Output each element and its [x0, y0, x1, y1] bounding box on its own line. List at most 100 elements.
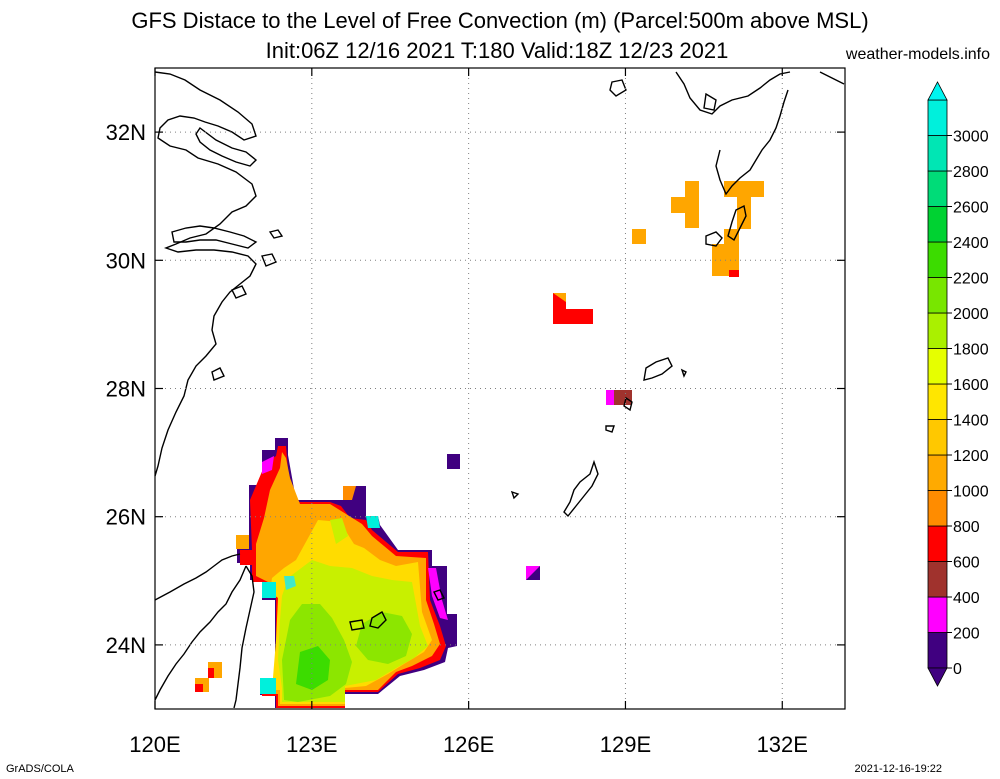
colorbar-label: 400	[953, 590, 980, 607]
southern-convection-area	[237, 438, 457, 708]
colorbar-segment	[927, 490, 948, 527]
island-zhoushan-2	[261, 253, 277, 267]
colorbar-segment	[927, 241, 948, 278]
y-tick-label: 24N	[106, 633, 146, 658]
footer-software: GrADS/COLA	[6, 763, 74, 775]
site-credit: weather-models.info	[845, 46, 990, 63]
cell-orange-g1	[724, 181, 764, 197]
colorbar-label: 1800	[953, 342, 989, 359]
x-tick-label: 126E	[443, 732, 494, 757]
coastlines	[154, 71, 845, 709]
cell-orange-i	[236, 535, 249, 549]
island-okinawa	[563, 459, 599, 518]
colorbar-label: 3000	[953, 129, 989, 146]
footer-timestamp: 2021-12-16-19:22	[854, 763, 942, 775]
island-coast-1	[231, 285, 247, 299]
cell-purple-a	[447, 454, 460, 469]
colorbar-label: 1000	[953, 484, 989, 501]
colorbar-label: 600	[953, 555, 980, 572]
colorbar-label: 2800	[953, 164, 989, 181]
y-axis-ticks: 24N 26N 28N 30N 32N	[106, 120, 845, 658]
field-layer	[195, 181, 764, 708]
colorbar-label: 0	[953, 661, 962, 678]
colorbar: 0 200 400 600 800 1000 1200 1400 1600 1800 2000 220…	[927, 81, 989, 687]
field-cyan-bottom	[260, 678, 276, 694]
island-tokunoshima	[623, 396, 633, 412]
field-magenta-top	[262, 456, 274, 474]
island-ishigaki	[369, 611, 387, 629]
colorbar-label: 1600	[953, 377, 989, 394]
colorbar-segment	[927, 525, 948, 562]
field-cyan-top	[366, 516, 380, 528]
field-cyan-left	[262, 582, 276, 598]
island-miyako	[433, 589, 445, 601]
island-yakushima	[705, 231, 723, 247]
field-cyan-spot	[284, 576, 296, 590]
colorbar-segment	[927, 277, 948, 314]
colorbar-label: 2600	[953, 200, 989, 217]
coast-kyushu-inner	[703, 92, 717, 111]
y-tick-label: 32N	[106, 120, 146, 145]
coast-taiwan	[154, 565, 255, 709]
island-okinoerabu	[605, 425, 615, 433]
colorbar-label: 2000	[953, 306, 989, 323]
lat-lon-grid	[155, 68, 845, 709]
coast-japan-top	[819, 71, 845, 85]
cell-orange-g2	[737, 197, 751, 229]
island-amami	[643, 357, 673, 381]
field-orange-top	[343, 486, 356, 500]
colorbar-segment	[927, 561, 948, 598]
coast-china-mainland	[154, 71, 257, 477]
colorbar-segment	[927, 170, 948, 207]
colorbar-under-arrow	[927, 667, 948, 687]
colorbar-segment	[927, 454, 948, 491]
cell-magenta-b	[526, 566, 540, 580]
cell-red-d	[553, 309, 593, 324]
island-zhoushan-1	[268, 229, 284, 239]
chart-subtitle: Init:06Z 12/16 2021 T:180 Valid:18Z 12/2…	[0, 38, 1000, 64]
x-tick-label: 129E	[600, 732, 651, 757]
y-tick-label: 26N	[106, 505, 146, 530]
field-lightgreen-top	[330, 518, 348, 544]
colorbar-segment	[927, 596, 948, 633]
colorbar-label: 2200	[953, 271, 989, 288]
cell-red-g	[729, 270, 739, 277]
field-magenta-right	[428, 568, 448, 620]
x-tick-label: 120E	[129, 732, 180, 757]
x-tick-label: 132E	[757, 732, 808, 757]
init-valid-text: Init:06Z 12/16 2021 T:180 Valid:18Z 12/2…	[265, 38, 729, 63]
colorbar-segment	[927, 348, 948, 385]
coast-shanghai-estuary	[195, 126, 258, 167]
y-tick-label: 28N	[106, 377, 146, 402]
colorbar-segment	[927, 632, 948, 669]
colorbar-label: 1200	[953, 448, 989, 465]
colorbar-segment	[927, 419, 948, 456]
coast-kyushu	[675, 71, 791, 196]
y-tick-label: 30N	[106, 248, 146, 273]
cell-orange-d	[553, 293, 566, 302]
colorbar-label: 1400	[953, 413, 989, 430]
x-tick-label: 123E	[286, 732, 337, 757]
colorbar-label: 200	[953, 626, 980, 643]
cell-orange-f2	[685, 181, 699, 228]
island-coast-2	[211, 367, 225, 381]
cell-orange-e	[632, 229, 646, 244]
colorbar-over-arrow	[927, 81, 948, 101]
colorbar-segment	[927, 312, 948, 349]
island-kumejima	[510, 490, 520, 500]
island-iriomote	[349, 619, 365, 631]
cell-red-h1	[208, 668, 214, 678]
colorbar-segment	[927, 99, 948, 136]
coast-fujian-south	[154, 553, 241, 601]
colorbar-label: 800	[953, 519, 980, 536]
cell-brown-c	[614, 390, 632, 405]
colorbar-segment	[927, 135, 948, 172]
island-tanegashima	[727, 204, 747, 242]
cell-orange-g4	[724, 229, 739, 245]
field-deepgreen	[296, 646, 330, 690]
colorbar-label: 2400	[953, 235, 989, 252]
coast-japan-misc	[609, 79, 627, 97]
x-axis-ticks: 120E 123E 126E 129E 132E	[129, 68, 808, 757]
cell-red-h2	[195, 684, 203, 692]
